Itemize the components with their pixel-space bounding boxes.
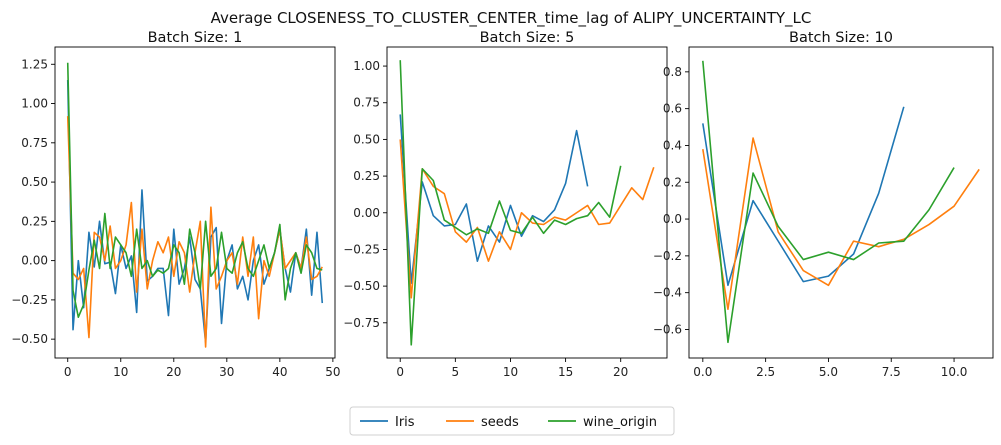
y-tick-label: 0.50	[21, 175, 48, 189]
plot-frame	[688, 46, 994, 359]
subplot-1: Batch Size: 1 0 10 20 30 40 50 −0.50 −0.25 0.00 0.…	[11, 30, 340, 379]
y-tick-label: 0.25	[21, 214, 48, 228]
y-tick-label: 0.6	[663, 102, 682, 116]
y-tick-label: −0.25	[11, 293, 48, 307]
legend-label: seeds	[481, 415, 519, 430]
x-tick-label: 5.0	[819, 365, 838, 379]
x-tick-label: 7.5	[882, 365, 901, 379]
plot-frame	[54, 46, 336, 359]
y-tick-label: 0.2	[663, 175, 682, 189]
y-tick-label: 1.25	[21, 57, 48, 71]
series-line-seeds	[702, 137, 980, 311]
x-tick-label: 0	[64, 365, 72, 379]
subplot-3: Batch Size: 10 0.0 2.5 5.0 7.5 10.0 −0.6 −0.4 −0…	[653, 30, 994, 379]
legend: Iris seeds wine_origin	[349, 406, 675, 436]
y-tick-label: 0.75	[353, 96, 380, 110]
y-tick-label: −0.4	[653, 286, 682, 300]
y-tick-label: −0.50	[343, 279, 380, 293]
y-tick-label: 0.25	[353, 169, 380, 183]
series-line-seeds	[399, 139, 655, 299]
x-tick-label: 30	[219, 365, 234, 379]
y-tick-label: 0.50	[353, 132, 380, 146]
y-tick-label: 0.00	[353, 206, 380, 220]
x-tick-label: 10.0	[941, 365, 968, 379]
y-tick-label: −0.25	[343, 242, 380, 256]
y-tick-label: 0.75	[21, 136, 48, 150]
series-line-wine-origin	[66, 62, 323, 318]
x-tick-label: 10	[503, 365, 518, 379]
subplot-2: Batch Size: 5 0 5 10 15 20 −0.75 −0.50 −0.25 0.00…	[343, 30, 668, 379]
x-tick-label: 20	[613, 365, 628, 379]
y-tick-label: −0.75	[343, 316, 380, 330]
y-tick-label: −0.6	[653, 322, 682, 336]
y-tick-label: 1.00	[21, 97, 48, 111]
x-tick-label: 15	[558, 365, 573, 379]
subplot-title: Batch Size: 10	[789, 30, 893, 46]
x-tick-label: 2.5	[756, 365, 775, 379]
x-tick-label: 0	[396, 365, 404, 379]
plot-frame	[386, 46, 668, 359]
series-line-wine-origin	[399, 60, 622, 346]
y-tick-label: 0.8	[663, 65, 682, 79]
series-line-iris	[66, 79, 324, 344]
subplot-title: Batch Size: 5	[480, 30, 575, 46]
figure-suptitle: Average CLOSENESS_TO_CLUSTER_CENTER_time…	[211, 9, 812, 28]
x-tick-label: 0.0	[693, 365, 712, 379]
x-tick-label: 5	[452, 365, 460, 379]
y-tick-label: 0.0	[663, 212, 682, 226]
x-tick-label: 10	[113, 365, 128, 379]
y-tick-label: 1.00	[353, 59, 380, 73]
y-tick-label: 0.00	[21, 254, 48, 268]
series-line-iris	[399, 114, 589, 284]
series-line-wine-origin	[702, 60, 955, 344]
subplots: Batch Size: 10 10 20 30 40 50−0.50−0.250.000.…	[11, 30, 994, 379]
x-tick-label: 20	[166, 365, 181, 379]
subplot-title: Batch Size: 1	[148, 30, 243, 46]
x-tick-label: 50	[325, 365, 340, 379]
legend-label: wine_origin	[583, 415, 657, 430]
legend-box	[349, 406, 675, 436]
legend-label: Iris	[395, 415, 415, 430]
y-tick-label: −0.2	[653, 249, 682, 263]
x-tick-label: 40	[272, 365, 287, 379]
y-tick-label: 0.4	[663, 138, 682, 152]
y-tick-label: −0.50	[11, 332, 48, 346]
